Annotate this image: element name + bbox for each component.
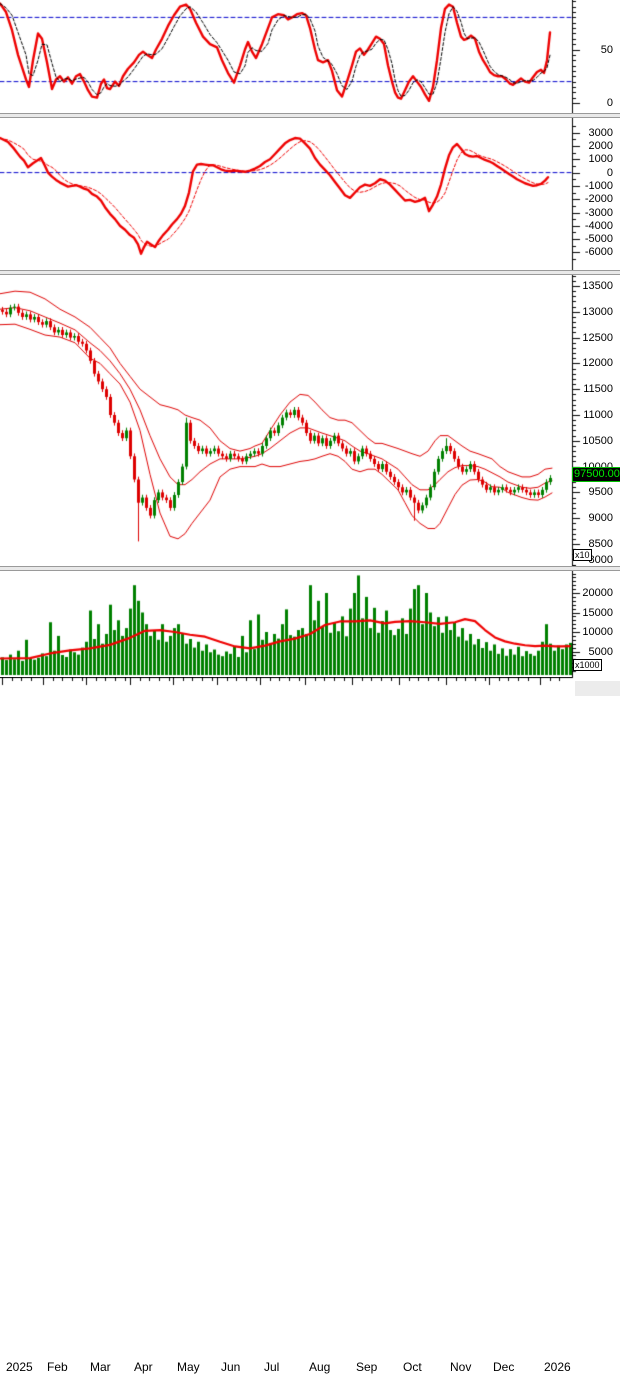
x-axis-month-label: Nov — [450, 1360, 472, 1374]
y-axis-tick-label: 5000 — [588, 645, 613, 658]
y-axis-tick-label: 8500 — [588, 538, 613, 550]
y-axis-tick-label: 10500 — [582, 434, 613, 447]
y-axis-tick-label: 13500 — [582, 280, 613, 292]
x-axis-month-label: Feb — [47, 1360, 68, 1374]
y-axis-tick-label: 9500 — [588, 486, 613, 499]
x-axis-month-label: May — [177, 1360, 200, 1374]
y-axis-tick-label: 11000 — [583, 409, 613, 421]
volume-plot-canvas — [0, 571, 620, 677]
x-axis: 2025 Feb Mar Apr May Jun Jul Aug Sep Oct Nov Dec 202… — [0, 677, 620, 1374]
x-axis-month-label: Dec — [493, 1360, 515, 1374]
y-axis-tick-label: 12000 — [582, 357, 613, 370]
y-axis-tick-label: 9000 — [588, 512, 613, 525]
y-axis-tick-label: 12500 — [582, 331, 613, 344]
x-axis-month-label: 2025 — [6, 1360, 33, 1374]
price-scale-note: x10 — [573, 549, 592, 561]
x-axis-month-label: Jun — [221, 1360, 241, 1374]
panel-splitter-2[interactable] — [0, 270, 620, 275]
y-axis-tick-label: 1000 — [588, 153, 613, 166]
y-axis-tick-label: 20000 — [582, 587, 613, 599]
y-axis-tick-label: 11500 — [583, 383, 613, 396]
x-axis-month-label: Sep — [356, 1360, 378, 1374]
price-panel — [0, 275, 620, 566]
x-axis-month-label: Oct — [403, 1360, 422, 1374]
y-axis-tick-label: -1000 — [584, 179, 613, 192]
y-axis-tick-label: -6000 — [584, 246, 613, 259]
x-axis-canvas — [0, 677, 620, 696]
y-axis-tick-label: 3000 — [588, 126, 613, 139]
macd-plot-canvas — [0, 118, 620, 270]
x-axis-month-label: Aug — [309, 1360, 331, 1374]
y-axis-tick-label: -3000 — [584, 206, 613, 219]
y-axis-tick-label: 0 — [606, 97, 613, 109]
y-axis-tick-label: 0 — [606, 166, 613, 179]
y-axis-tick-label: 10000 — [582, 626, 613, 638]
stochastic-panel — [0, 0, 620, 113]
x-axis-month-label: Mar — [90, 1360, 111, 1374]
panel-splitter-1[interactable] — [0, 113, 620, 118]
stochastic-plot-canvas — [0, 0, 620, 113]
panel-splitter-3[interactable] — [0, 566, 620, 571]
current-price-label: 97500.00 — [572, 467, 620, 482]
y-axis-tick-label: 15000 — [582, 606, 613, 619]
x-axis-month-label: Jul — [264, 1360, 280, 1374]
y-axis-tick-label: 50 — [600, 43, 613, 56]
y-axis-tick-label: 13000 — [582, 305, 613, 318]
y-axis-tick-label: 8000 — [588, 554, 613, 566]
macd-panel — [0, 118, 620, 270]
y-axis-tick-label: -2000 — [584, 193, 613, 206]
price-plot-canvas — [0, 275, 620, 566]
volume-panel — [0, 571, 620, 677]
volume-scale-note: x1000 — [573, 659, 602, 671]
y-axis-tick-label: -5000 — [584, 233, 613, 246]
y-axis-tick-label: -4000 — [584, 219, 613, 232]
x-axis-month-label: Apr — [134, 1360, 153, 1374]
x-axis-month-label: 2026 — [544, 1360, 571, 1374]
y-axis-tick-label: 2000 — [588, 140, 613, 152]
bottom-right-corner — [575, 681, 620, 696]
